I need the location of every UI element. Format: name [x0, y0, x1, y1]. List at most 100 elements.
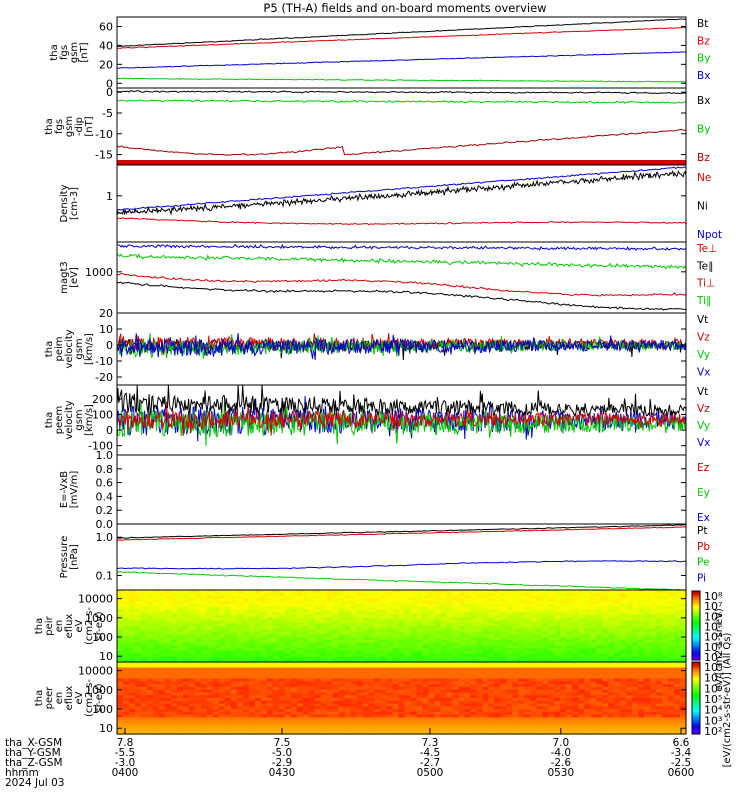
spectrogram-cell	[422, 634, 430, 638]
spectrogram-cell	[674, 725, 681, 730]
spectrogram-cell	[344, 612, 352, 616]
spectrogram-cell	[512, 725, 519, 730]
spectrogram-cell	[117, 639, 124, 644]
spectrogram-cell	[296, 642, 304, 646]
spectrogram-cell	[446, 670, 453, 674]
spectrogram-cell	[176, 692, 184, 696]
spectrogram-cell	[518, 700, 525, 705]
spectrogram-cell	[680, 617, 687, 622]
spectrogram-cell	[554, 695, 561, 699]
spectrogram-cell	[512, 709, 519, 713]
spectrogram-cell	[596, 681, 603, 685]
spectrogram-cell	[398, 595, 406, 599]
spectrogram-cell	[141, 700, 148, 705]
spectrogram-cell	[248, 612, 256, 616]
spectrogram-cell	[368, 609, 376, 613]
spectrogram-cell	[152, 609, 160, 613]
spectrogram-cell	[566, 714, 573, 718]
spectrogram-cell	[236, 620, 244, 624]
spectrogram-cell	[182, 692, 190, 696]
spectrogram-cell	[314, 609, 322, 613]
spectrogram-cell	[141, 662, 148, 666]
spectrogram-cell	[392, 648, 400, 652]
spectrogram-cell	[272, 673, 280, 677]
spectrogram-cell	[290, 628, 298, 633]
spectrogram-cell	[141, 637, 148, 641]
spectrogram-cell	[350, 620, 358, 624]
spectrogram-cell	[620, 653, 627, 658]
spectrogram-cell	[123, 664, 130, 669]
spectrogram-cell	[404, 612, 412, 616]
spectrogram-cell	[422, 617, 430, 622]
spectrogram-cell	[596, 706, 603, 710]
y-tick-label: 0.6	[96, 477, 114, 490]
spectrogram-cell	[680, 612, 687, 616]
spectrogram-cell	[440, 684, 447, 688]
spectrogram-cell	[560, 614, 567, 619]
spectrogram-cell	[194, 645, 202, 649]
spectrogram-cell	[470, 648, 477, 652]
spectrogram-cell	[236, 614, 244, 619]
spectrogram-cell	[278, 598, 286, 602]
spectrogram-cell	[530, 722, 537, 727]
spectrogram-cell	[374, 698, 382, 702]
spectrogram-cell	[674, 698, 681, 702]
spectrogram-cell	[494, 678, 501, 682]
spectrogram-cell	[614, 617, 621, 622]
spectrogram-cell	[404, 606, 412, 610]
spectrogram-cell	[236, 592, 244, 597]
spectrogram-cell	[200, 656, 208, 660]
spectrogram-cell	[434, 686, 441, 691]
spectrogram-cell	[644, 614, 651, 619]
spectrogram-cell	[224, 681, 232, 685]
spectrogram-cell	[248, 639, 256, 644]
spectrogram-cell	[476, 728, 483, 732]
spectrogram-cell	[129, 617, 136, 622]
spectrogram-cell	[129, 681, 136, 685]
spectrogram-cell	[440, 717, 447, 721]
spectrogram-cell	[284, 634, 292, 638]
spectrogram-cell	[632, 678, 639, 682]
spectrogram-cell	[524, 601, 531, 605]
spectrogram-cell	[476, 692, 483, 696]
spectrogram-cell	[650, 684, 657, 688]
spectrogram-cell	[674, 722, 681, 727]
spectrogram-cell	[662, 678, 669, 682]
spectrogram-cell	[123, 717, 130, 721]
spectrogram-cell	[584, 614, 591, 619]
spectrogram-cell	[117, 609, 124, 613]
spectrogram-cell	[458, 689, 465, 694]
spectrogram-cell	[141, 603, 148, 608]
spectrogram-cell	[476, 686, 483, 691]
spectrogram-cell	[266, 653, 274, 658]
spectrogram-cell	[356, 609, 364, 613]
spectrogram-cell	[596, 612, 603, 616]
spectrogram-cell	[428, 675, 436, 680]
spectrogram-cell	[602, 695, 609, 699]
spectrogram-cell	[536, 631, 543, 635]
spectrogram-cell	[416, 703, 424, 707]
spectrogram-cell	[644, 628, 651, 633]
spectrogram-cell	[674, 648, 681, 652]
spectrogram-cell	[362, 662, 370, 666]
spectrogram-cell	[566, 675, 573, 680]
spectrogram-cell	[470, 620, 477, 624]
spectrogram-cell	[320, 714, 328, 718]
spectrogram-cell	[668, 645, 675, 649]
spectrogram-cell	[386, 595, 394, 599]
spectrogram-cell	[123, 684, 130, 688]
spectrogram-cell	[674, 709, 681, 713]
spectrogram-cell	[398, 689, 406, 694]
spectrogram-cell	[135, 634, 142, 638]
spectrogram-cell	[129, 637, 136, 641]
spectrogram-cell	[416, 673, 424, 677]
spectrogram-cell	[320, 650, 328, 655]
spectrogram-cell	[141, 653, 148, 658]
spectrogram-cell	[446, 645, 453, 649]
spectrogram-cell	[464, 595, 471, 599]
spectrogram-cell	[482, 648, 489, 652]
spectrogram-cell	[638, 637, 645, 641]
spectrogram-cell	[674, 656, 681, 660]
spectrogram-cell	[518, 642, 525, 646]
spectrogram-cell	[578, 628, 585, 633]
